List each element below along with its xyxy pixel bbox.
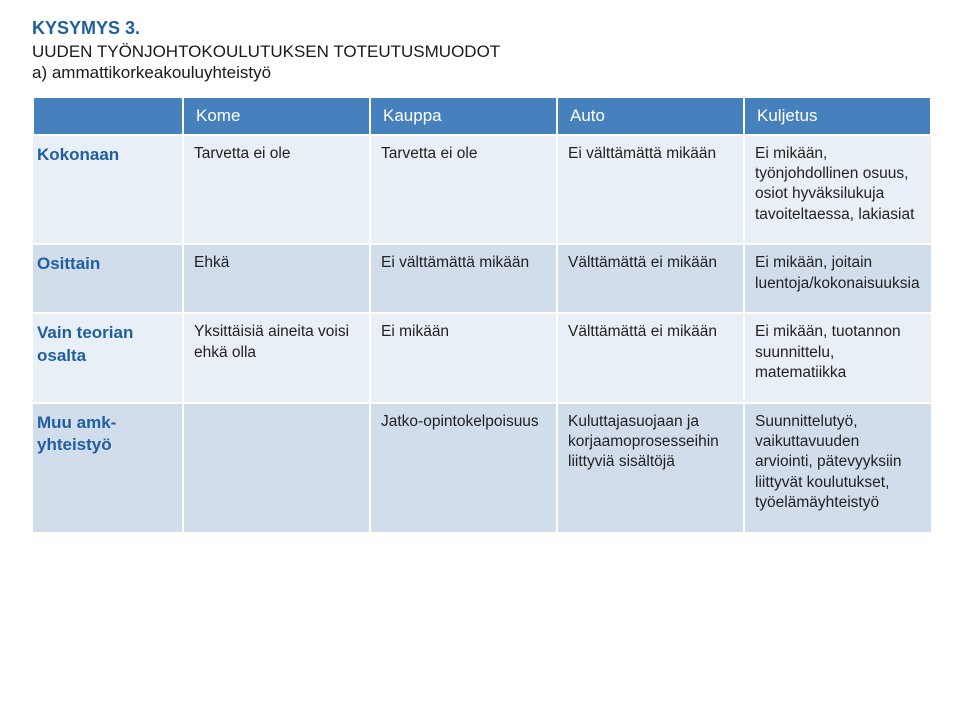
table-cell: Välttämättä ei mikään bbox=[557, 244, 744, 313]
table-cell: Jatko-opintokelpoisuus bbox=[370, 403, 557, 532]
table-row: Muu amk-yhteistyö Jatko-opintokelpoisuus… bbox=[33, 403, 931, 532]
table-cell: Ei mikään, tuotannon suunnittelu, matema… bbox=[744, 313, 931, 402]
table-cell: Tarvetta ei ole bbox=[370, 135, 557, 245]
table-header-cell: Auto bbox=[557, 97, 744, 135]
table-cell: Ei mikään, joitain luentoja/kokonaisuuks… bbox=[744, 244, 931, 313]
subtitle-line-1: UUDEN TYÖNJOHTOKOULUTUKSEN TOTEUTUSMUODO… bbox=[32, 42, 500, 61]
subtitle-line-2: a) ammattikorkeakouluyhteistyö bbox=[32, 63, 271, 82]
table-cell: Ei mikään, työnjohdollinen osuus, osiot … bbox=[744, 135, 931, 245]
row-label: Vain teorian osalta bbox=[33, 313, 183, 402]
table-cell: Välttämättä ei mikään bbox=[557, 313, 744, 402]
table-header-cell: Kome bbox=[183, 97, 370, 135]
table-cell bbox=[183, 403, 370, 532]
table-cell: Kuluttajasuojaan ja korjaamoprosesseihin… bbox=[557, 403, 744, 532]
question-number: KYSYMYS 3. bbox=[32, 18, 928, 39]
table-cell: Ei välttämättä mikään bbox=[370, 244, 557, 313]
table-row: Vain teorian osalta Yksittäisiä aineita … bbox=[33, 313, 931, 402]
row-label: Muu amk-yhteistyö bbox=[33, 403, 183, 532]
table-row: Osittain Ehkä Ei välttämättä mikään Vält… bbox=[33, 244, 931, 313]
table-cell: Tarvetta ei ole bbox=[183, 135, 370, 245]
table-header-blank bbox=[33, 97, 183, 135]
table-cell: Yksittäisiä aineita voisi ehkä olla bbox=[183, 313, 370, 402]
table-cell: Suunnittelutyö, vaikuttavuuden arviointi… bbox=[744, 403, 931, 532]
table-header-row: Kome Kauppa Auto Kuljetus bbox=[33, 97, 931, 135]
table-cell: Ehkä bbox=[183, 244, 370, 313]
results-table: Kome Kauppa Auto Kuljetus Kokonaan Tarve… bbox=[32, 96, 932, 532]
table-row: Kokonaan Tarvetta ei ole Tarvetta ei ole… bbox=[33, 135, 931, 245]
row-label: Osittain bbox=[33, 244, 183, 313]
question-subtitle: UUDEN TYÖNJOHTOKOULUTUKSEN TOTEUTUSMUODO… bbox=[32, 41, 928, 84]
table-cell: Ei mikään bbox=[370, 313, 557, 402]
table-header-cell: Kuljetus bbox=[744, 97, 931, 135]
row-label: Kokonaan bbox=[33, 135, 183, 245]
page: KYSYMYS 3. UUDEN TYÖNJOHTOKOULUTUKSEN TO… bbox=[0, 0, 960, 532]
table-header-cell: Kauppa bbox=[370, 97, 557, 135]
table-cell: Ei välttämättä mikään bbox=[557, 135, 744, 245]
